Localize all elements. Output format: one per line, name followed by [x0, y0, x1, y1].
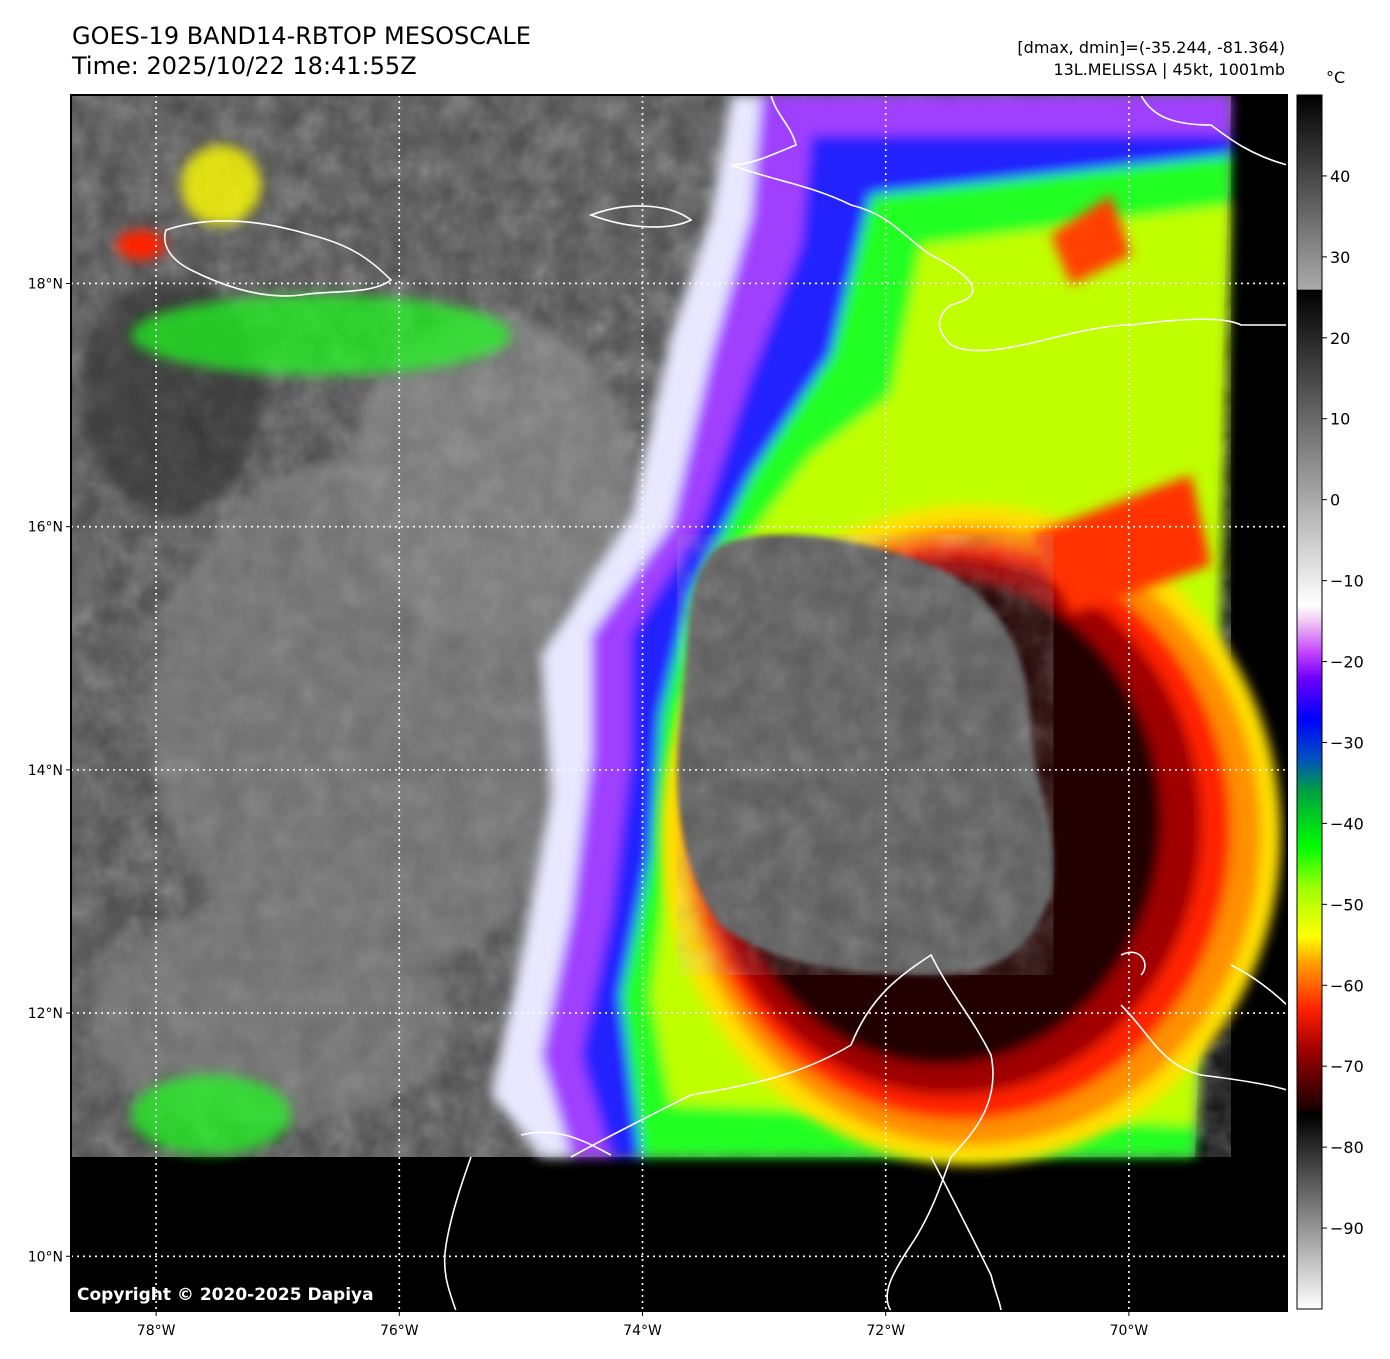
- colorbar-tick-label: 40: [1330, 167, 1350, 186]
- colorbar-tick-label: 0: [1330, 491, 1340, 510]
- imagery-layer: [71, 95, 1287, 1311]
- colorbar-tick-label: −80: [1330, 1138, 1364, 1157]
- colorbar-tick-label: −90: [1330, 1219, 1364, 1238]
- coastline-colombia-west: [443, 1156, 472, 1312]
- tick-label-lat: 18°N: [28, 276, 63, 292]
- tick-label-lon: 74°W: [623, 1323, 662, 1339]
- coastline-aruba: [1120, 951, 1146, 976]
- low-cloud-field: [81, 275, 631, 1125]
- colorbar-tick-label: −60: [1330, 976, 1364, 995]
- outflow-band: [116, 145, 1211, 1155]
- tick-label-lon: 72°W: [866, 1323, 905, 1339]
- colorbar-tick-label: −50: [1330, 895, 1364, 914]
- tick-label-lat: 12°N: [28, 1006, 63, 1022]
- coastlines: [164, 94, 1288, 1312]
- tick-label-lon: 70°W: [1110, 1323, 1149, 1339]
- coastline-jamaica: [164, 220, 393, 297]
- coastline-guajira: [570, 953, 994, 1312]
- coastline-curacao: [1230, 964, 1288, 1006]
- satellite-map[interactable]: 78°W 76°W 74°W 72°W 70°W 18°N 16°N 14°N 12°N 10°N…: [28, 94, 1288, 1339]
- tick-label-lon: 76°W: [380, 1323, 419, 1339]
- gridlines: [71, 95, 1287, 1311]
- coastline-gonave: [588, 205, 693, 228]
- axis-tick-labels: 78°W 76°W 74°W 72°W 70°W 18°N 16°N 14°N 12°N 10°N: [28, 276, 1149, 1339]
- colorbar-ticks: 40 30 20 10 0 −10 −20 −30 −40 −50 −60 −70 −80 −90: [1322, 167, 1364, 1238]
- colorbar-gradient: [1296, 94, 1323, 1310]
- tick-label-lat: 16°N: [28, 520, 63, 536]
- colorbar-tick-label: −70: [1330, 1057, 1364, 1076]
- storm-core-texture: [677, 534, 1054, 975]
- storm-info-label: 13L.MELISSA | 45kt, 1001mb: [1053, 60, 1285, 79]
- chart-timestamp: Time: 2025/10/22 18:41:55Z: [72, 52, 417, 80]
- map-frame: [70, 94, 1288, 1312]
- colorbar-unit: °C: [1326, 68, 1346, 87]
- colorbar-tick-label: −10: [1330, 572, 1364, 591]
- colorbar-tick-label: −20: [1330, 653, 1364, 672]
- coastline-hispaniola: [730, 94, 1287, 352]
- copyright-text: Copyright © 2020-2025 Dapiya: [77, 1285, 374, 1305]
- colorbar-tick-label: 10: [1330, 410, 1350, 429]
- data-range-label: [dmax, dmin]=(-35.244, -81.364): [1017, 38, 1285, 57]
- coastline-magdalena: [520, 1131, 612, 1156]
- colorbar-tick-label: 20: [1330, 329, 1350, 348]
- coastline-maracaibo: [930, 1156, 1002, 1312]
- tick-label-lat: 10°N: [28, 1249, 63, 1265]
- coastline-north: [1140, 94, 1288, 166]
- colorbar-tick-label: 30: [1330, 248, 1350, 267]
- colorbar: 40 30 20 10 0 −10 −20 −30 −40 −50 −60 −70 −80 −90: [1296, 94, 1364, 1310]
- chart-title: GOES-19 BAND14-RBTOP MESOSCALE: [72, 22, 531, 50]
- colorbar-tick-label: −30: [1330, 733, 1364, 752]
- tick-label-lat: 14°N: [28, 763, 63, 779]
- coastline-paraguana: [1120, 1004, 1288, 1091]
- colorbar-tick-label: −40: [1330, 814, 1364, 833]
- tick-label-lon: 78°W: [137, 1323, 176, 1339]
